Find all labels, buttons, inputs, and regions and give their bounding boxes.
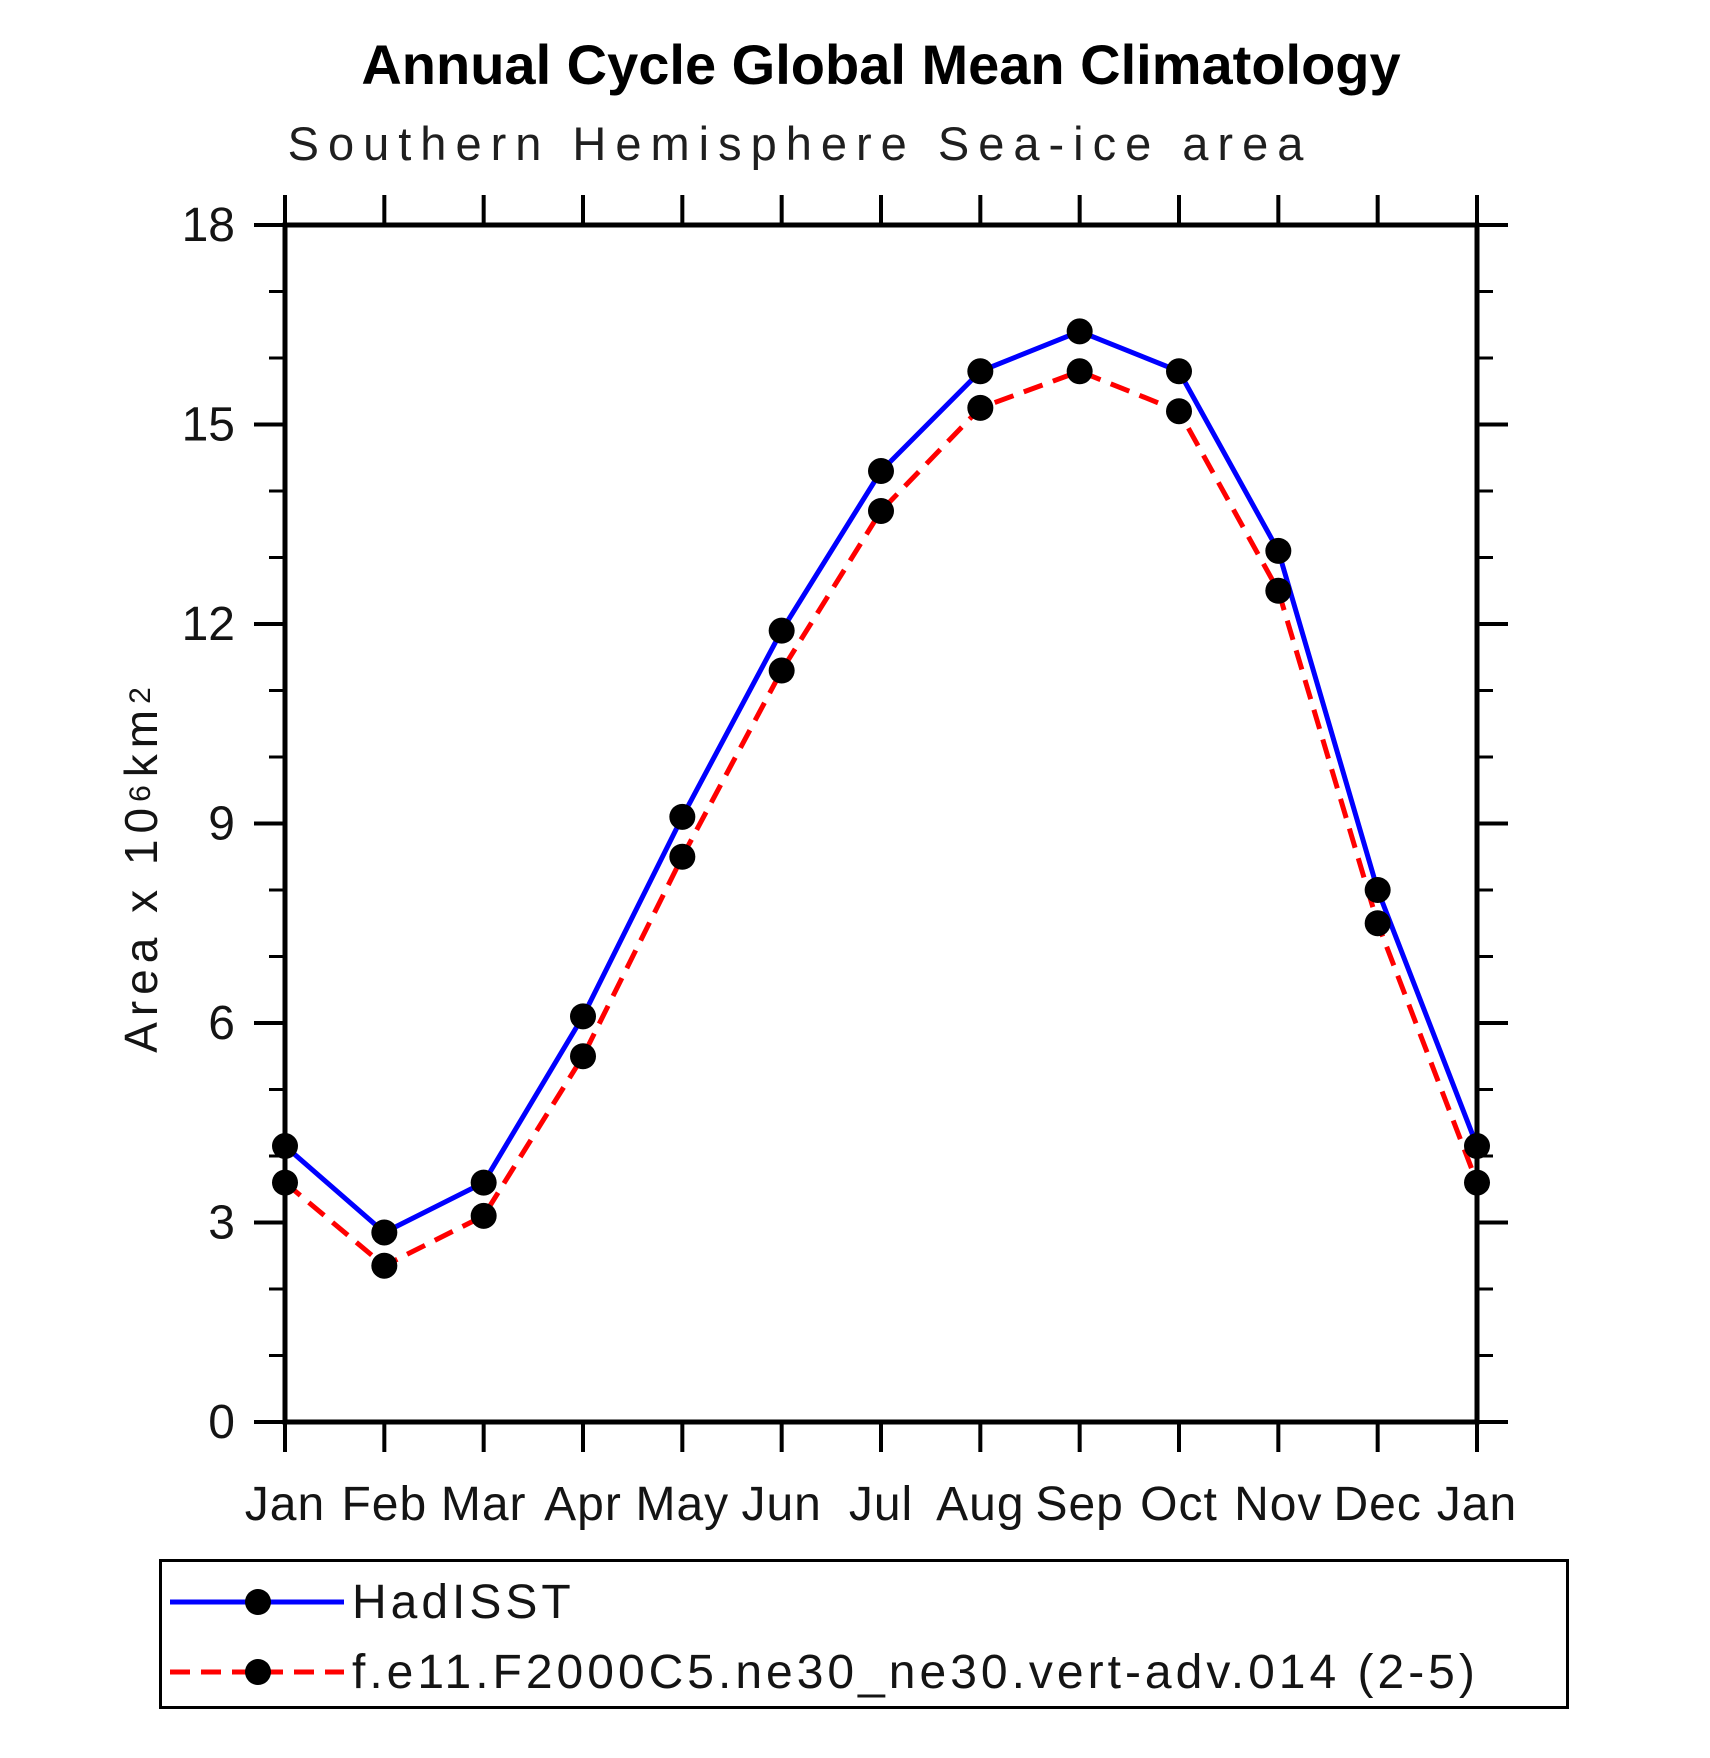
y-axis-title-unit: km [115,703,167,778]
y-tick-label: 12 [182,598,235,651]
y-tick-label: 6 [208,997,235,1050]
y-tick-label: 3 [208,1197,235,1250]
legend-sample-dashed-line [170,1659,344,1685]
legend-label-model: f.e11.F2000C5.ne30_ne30.vert-adv.014 (2-… [352,1645,1479,1699]
month-label: Mar [441,1478,527,1531]
data-point-model-nov [1265,577,1292,604]
legend-box: HadISST f.e11.F2000C5.ne30_ne30.vert-adv… [159,1559,1569,1709]
data-point-hadisst-oct [1166,358,1192,385]
y-tick-label: 0 [208,1396,235,1449]
legend-marker-dot [245,1589,271,1615]
legend-marker-dot [245,1659,271,1685]
y-tick-label: 9 [208,798,235,851]
axis-ticks [254,195,1508,1452]
month-label: Dec [1333,1478,1421,1531]
month-label: Jul [849,1478,913,1531]
axis-frame [282,222,1480,1425]
month-label: Jan [245,1478,325,1531]
x-tick-labels: Jan Feb Mar Apr May Jun Jul Aug Sep Oct Nov Dec Jan [245,1478,1517,1531]
data-point-model-may [669,843,696,870]
chart-subtitle: Southern Hemisphere Sea-ice area [287,117,1313,170]
month-label: Apr [544,1478,622,1531]
legend-row-model: f.e11.F2000C5.ne30_ne30.vert-adv.014 (2-… [166,1644,1479,1700]
month-label: Oct [1140,1478,1218,1531]
month-label: Jun [741,1478,821,1531]
data-point-model-sep [1066,358,1093,385]
legend-row-hadisst: HadISST [166,1574,575,1630]
data-point-model-jul [868,497,894,524]
data-point-model-jan [1464,1169,1490,1196]
data-point-model-jan [272,1169,298,1196]
data-point-hadisst-nov [1265,537,1292,564]
data-point-hadisst-jun [768,617,795,644]
data-point-hadisst-aug [967,358,994,385]
data-point-model-dec [1364,910,1391,937]
data-point-hadisst-feb [371,1219,398,1246]
data-point-model-apr [570,1043,596,1070]
data-point-hadisst-jan [1464,1133,1490,1160]
data-point-hadisst-sep [1066,318,1093,345]
legend-sample-solid-line [170,1589,344,1615]
data-point-hadisst-dec [1364,877,1391,903]
month-label: Nov [1234,1478,1322,1531]
month-label: Jan [1437,1478,1517,1531]
y-tick-labels: 0 3 6 9 12 15 18 [182,199,235,1449]
y-axis-title-prefix: Area x 10 [115,801,167,1053]
y-axis-title: Area x 10 6 km 2 [115,681,167,1053]
data-point-hadisst-mar [470,1169,497,1196]
legend-label-hadisst: HadISST [352,1575,575,1629]
month-label: May [635,1478,729,1531]
data-point-hadisst-jul [868,458,894,485]
data-point-model-feb [371,1252,398,1279]
data-point-model-mar [470,1202,497,1229]
data-point-model-aug [967,394,994,421]
data-point-model-oct [1166,398,1192,425]
month-label: Aug [936,1478,1024,1531]
y-tick-label: 18 [182,199,235,252]
data-point-model-jun [768,657,795,684]
month-label: Feb [341,1478,427,1531]
chart-title: Annual Cycle Global Mean Climatology [361,33,1401,96]
data-point-hadisst-jan [272,1133,298,1160]
data-point-hadisst-may [669,803,696,830]
y-tick-label: 15 [182,399,235,452]
plot-frame [282,222,1480,1425]
data-point-markers [272,318,1490,1279]
data-point-hadisst-apr [570,1003,596,1030]
month-label: Sep [1035,1478,1123,1531]
